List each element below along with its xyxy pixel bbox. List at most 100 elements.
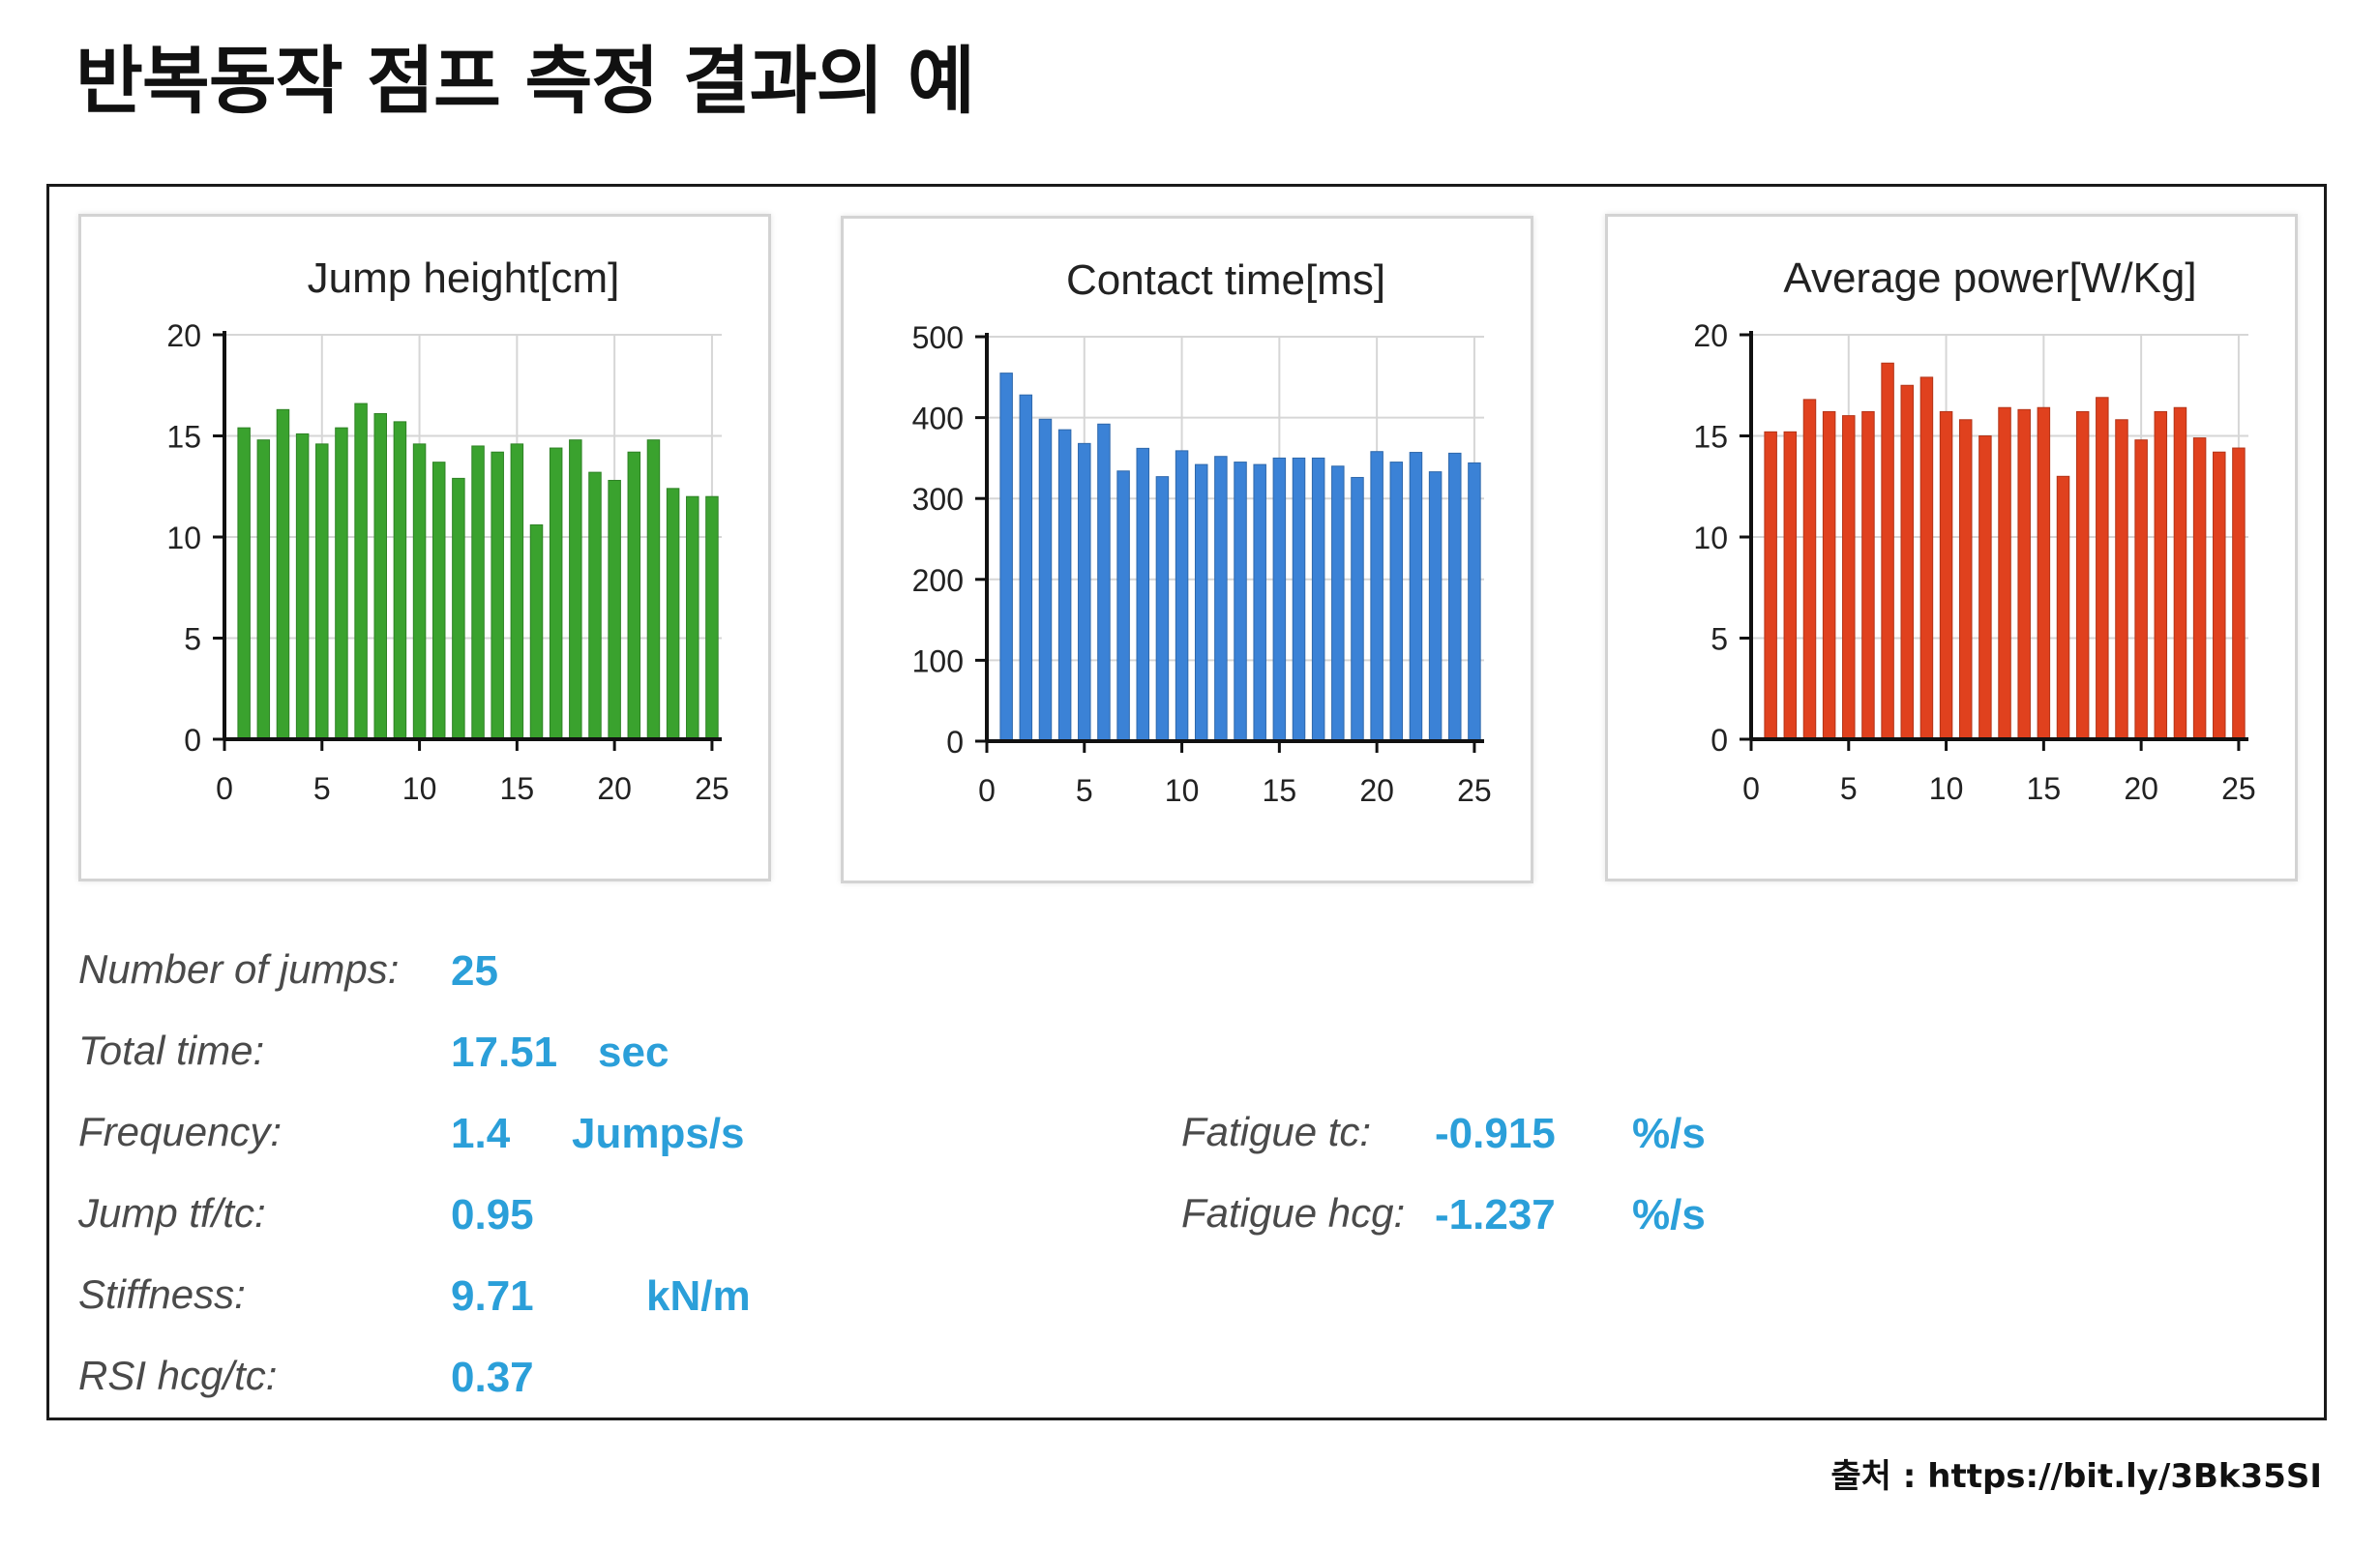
fatigue-tc-value: -0.915 (1435, 1110, 1556, 1157)
x-tick-label: 25 (1457, 773, 1492, 808)
bar (2213, 451, 2226, 740)
bar (2173, 406, 2187, 740)
bar (1389, 462, 1404, 742)
y-tick-label: 15 (166, 420, 201, 455)
bar (1764, 431, 1777, 740)
y-tick-label: 15 (1693, 420, 1728, 455)
average-power-chart: Average power[W/Kg] 0 5 10 15 20 0 5 10 15 20 25 (1693, 254, 2256, 806)
rsi-hcg-tc-label: RSI hcg/tc: (78, 1353, 278, 1398)
bar (1311, 457, 1325, 742)
y-tick-label: 10 (166, 521, 201, 555)
contact-time-chart: Contact time[ms] 0 100 200 300 400 500 0 5 10 15 20… (912, 256, 1492, 808)
bar (1822, 410, 1836, 740)
source-citation: 출처 : https://bit.ly/3Bk35SI (1830, 1457, 2322, 1496)
total-time-label: Total time: (78, 1028, 265, 1073)
average-power-chart-panel: Average power[W/Kg] 0 5 10 15 20 0 5 10 15 20 25 (1605, 214, 2298, 881)
x-tick-label: 15 (2027, 771, 2062, 806)
bar (1038, 418, 1053, 742)
jump-height-chart: Jump height[cm] 0 5 10 15 20 0 5 10 15 20 25 (166, 254, 729, 806)
x-tick-label: 5 (313, 771, 331, 806)
frequency-value: 1.4 (451, 1110, 511, 1157)
bar (1978, 435, 1992, 740)
bar (1136, 447, 1150, 742)
bar (2134, 439, 2148, 740)
bar (1057, 429, 1072, 742)
jump-height-chart-panel: Jump height[cm] 0 5 10 15 20 0 5 10 15 20 25 (78, 214, 771, 881)
total-time-value: 17.51 (451, 1029, 558, 1076)
number-of-jumps-label: Number of jumps: (78, 946, 400, 992)
bar (1155, 476, 1170, 742)
stiffness-label: Stiffness: (78, 1271, 246, 1317)
bar (2115, 419, 2128, 740)
bar (2154, 410, 2168, 740)
x-tick-label: 20 (2124, 771, 2158, 806)
bar (2075, 410, 2090, 740)
bar (608, 479, 621, 740)
y-tick-label: 200 (912, 563, 964, 598)
y-tick-label: 0 (946, 725, 964, 760)
bar (431, 462, 446, 740)
bar (1783, 431, 1798, 740)
bar (2192, 437, 2207, 740)
bar (315, 443, 329, 740)
jump-tf-tc-value: 0.95 (451, 1191, 534, 1239)
y-tick-label: 5 (1711, 622, 1728, 657)
y-tick-label: 5 (184, 622, 201, 657)
page-title: 반복동작 점프 측정 결과의 예 (75, 38, 975, 124)
x-tick-label: 25 (695, 771, 729, 806)
bar (1900, 384, 1915, 740)
bar (588, 471, 602, 740)
bar (1078, 442, 1091, 742)
y-tick-label: 10 (1693, 521, 1728, 555)
y-tick-label: 20 (1693, 318, 1728, 353)
x-tick-label: 5 (1840, 771, 1858, 806)
x-tick-label: 15 (500, 771, 535, 806)
bar (1019, 394, 1033, 742)
bar (549, 447, 563, 740)
bar (1428, 471, 1443, 742)
number-of-jumps-value: 25 (451, 947, 498, 995)
bar (1253, 463, 1266, 742)
bar (2037, 406, 2051, 740)
chart-title: Jump height[cm] (308, 254, 620, 302)
bar (1272, 457, 1287, 742)
bar (276, 408, 290, 740)
y-tick-label: 100 (912, 643, 964, 678)
bar (354, 403, 368, 740)
y-tick-label: 400 (912, 402, 964, 436)
x-tick-label: 25 (2221, 771, 2256, 806)
fatigue-tc-label: Fatigue tc: (1181, 1109, 1372, 1154)
bar (1881, 362, 1894, 740)
frequency-unit: Jumps/s (572, 1110, 745, 1157)
bar (1292, 457, 1306, 742)
fatigue-hcg-label: Fatigue hcg: (1181, 1190, 1406, 1236)
stiffness-value: 9.71 (451, 1272, 534, 1320)
chart-title: Average power[W/Kg] (1783, 254, 2196, 302)
x-tick-label: 20 (597, 771, 632, 806)
bar (705, 495, 719, 740)
y-tick-label: 20 (166, 318, 201, 353)
bar (412, 443, 427, 740)
total-time-unit: sec (598, 1029, 669, 1076)
stiffness-unit: kN/m (646, 1272, 751, 1320)
chart-title: Contact time[ms] (1066, 256, 1385, 304)
bar (1175, 450, 1189, 742)
x-tick-label: 20 (1359, 773, 1394, 808)
bar (1214, 456, 1228, 742)
y-tick-label: 500 (912, 320, 964, 355)
bar (1331, 465, 1345, 742)
y-tick-label: 0 (184, 723, 201, 758)
frequency-label: Frequency: (78, 1109, 283, 1154)
x-tick-label: 10 (402, 771, 437, 806)
bar (452, 477, 465, 740)
bar (491, 451, 504, 740)
bar (1919, 376, 1934, 740)
bar (295, 433, 310, 740)
bar (471, 445, 485, 740)
jump-tf-tc-label: Jump tf/tc: (78, 1190, 266, 1236)
bar (1097, 423, 1111, 742)
bar (529, 523, 544, 740)
bar (1409, 452, 1423, 742)
bar (1939, 410, 1953, 740)
bar (1448, 452, 1462, 742)
